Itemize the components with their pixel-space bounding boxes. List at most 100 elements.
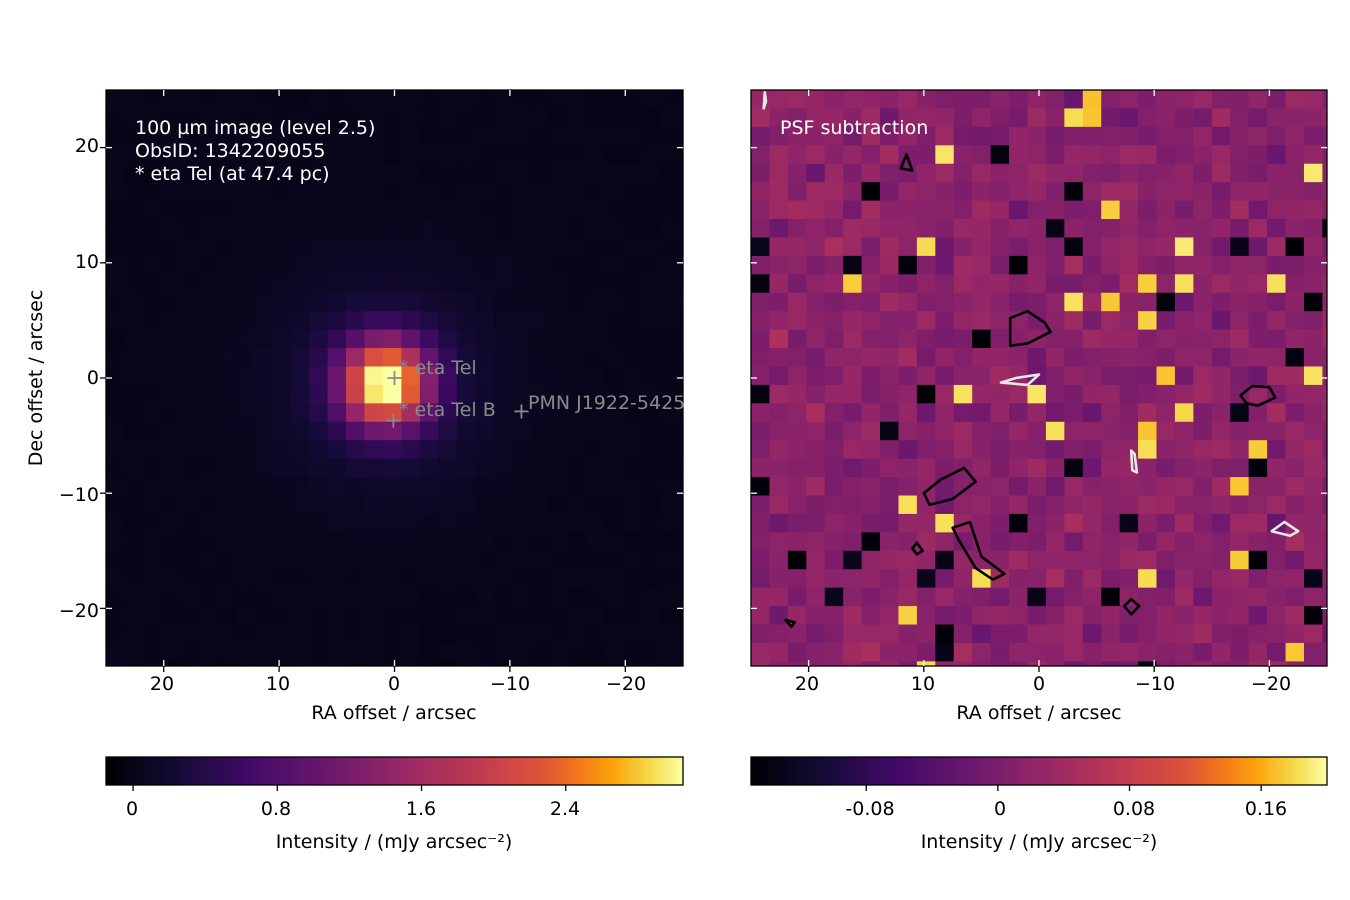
heatmap-cell — [1322, 219, 1328, 238]
heatmap-cell — [419, 513, 439, 533]
heatmap-cell — [382, 163, 402, 183]
heatmap-cell — [824, 624, 844, 644]
heatmap-cell — [787, 329, 807, 349]
heatmap-cell — [124, 292, 144, 312]
heatmap-cell — [1174, 440, 1194, 460]
heatmap-cell — [1064, 458, 1084, 478]
heatmap-cell — [1174, 145, 1194, 165]
heatmap-cell — [124, 606, 144, 626]
heatmap-cell — [1138, 495, 1158, 515]
heatmap-cell — [861, 237, 881, 257]
heatmap-cell — [124, 126, 144, 146]
heatmap-cell — [843, 255, 863, 275]
heatmap-cell — [990, 255, 1010, 275]
heatmap-cell — [787, 126, 807, 146]
heatmap-cell — [880, 366, 899, 386]
heatmap-cell — [1174, 661, 1194, 667]
heatmap-cell — [1101, 274, 1121, 294]
heatmap-cell — [861, 126, 881, 146]
heatmap-cell — [1138, 513, 1158, 533]
heatmap-cell — [898, 661, 918, 667]
heatmap-cell — [787, 513, 807, 533]
heatmap-cell — [916, 384, 936, 404]
heatmap-cell — [309, 182, 329, 202]
heatmap-cell — [419, 495, 439, 515]
heatmap-cell — [1322, 90, 1328, 109]
heatmap-cell — [1027, 495, 1047, 515]
heatmap-cell — [549, 477, 569, 497]
heatmap-cell — [309, 624, 329, 644]
heatmap-cell — [787, 624, 807, 644]
heatmap-cell — [1322, 237, 1328, 257]
heatmap-cell — [659, 532, 679, 552]
heatmap-cell — [567, 624, 587, 644]
heatmap-cell — [678, 642, 684, 662]
heatmap-cell — [916, 477, 936, 497]
heatmap-cell — [824, 421, 844, 441]
heatmap-cell — [1248, 569, 1268, 589]
heatmap-cell — [935, 219, 955, 238]
heatmap-cell — [106, 587, 125, 607]
heatmap-cell — [438, 219, 458, 238]
heatmap-cell — [916, 661, 936, 667]
heatmap-cell — [1064, 384, 1084, 404]
heatmap-cell — [898, 311, 918, 331]
heatmap-cell — [346, 348, 365, 367]
heatmap-cell — [549, 513, 569, 533]
heatmap-cell — [916, 274, 936, 294]
heatmap-cell — [659, 642, 679, 662]
heatmap-cell — [512, 348, 532, 367]
heatmap-cell — [549, 661, 569, 667]
heatmap-cell — [438, 421, 458, 441]
heatmap-cell — [861, 311, 881, 331]
heatmap-cell — [1064, 292, 1084, 312]
right-cbar-tick-label-0p16: 0.16 — [1245, 798, 1287, 820]
heatmap-cell — [1045, 569, 1065, 589]
heatmap-cell — [327, 366, 347, 386]
heatmap-cell — [456, 126, 476, 146]
heatmap-cell — [824, 182, 844, 202]
heatmap-cell — [327, 458, 347, 478]
heatmap-cell — [678, 495, 684, 515]
left-y-axis-label: Dec offset / arcsec — [25, 290, 47, 467]
heatmap-cell — [898, 495, 918, 515]
heatmap-cell — [1045, 255, 1065, 275]
heatmap-cell — [824, 200, 844, 220]
heatmap-cell — [419, 440, 439, 460]
heatmap-cell — [512, 532, 532, 552]
heatmap-cell — [1230, 642, 1250, 662]
heatmap-cell — [475, 550, 495, 570]
heatmap-cell — [1138, 366, 1158, 386]
heatmap-cell — [475, 421, 495, 441]
heatmap-cell — [106, 311, 125, 331]
heatmap-cell — [216, 532, 236, 552]
heatmap-cell — [641, 348, 661, 367]
heatmap-cell — [1174, 458, 1194, 478]
heatmap-cell — [586, 384, 606, 404]
heatmap-cell — [1193, 458, 1213, 478]
heatmap-cell — [641, 311, 661, 331]
heatmap-cell — [1248, 108, 1268, 128]
heatmap-cell — [1009, 458, 1028, 478]
heatmap-cell — [456, 108, 476, 128]
heatmap-cell — [953, 292, 973, 312]
heatmap-cell — [456, 348, 476, 367]
heatmap-cell — [1230, 90, 1250, 109]
heatmap-cell — [530, 163, 550, 183]
heatmap-cell — [475, 513, 495, 533]
heatmap-cell — [824, 274, 844, 294]
heatmap-cell — [290, 569, 310, 589]
heatmap-cell — [1193, 366, 1213, 386]
heatmap-cell — [622, 145, 642, 165]
heatmap-cell — [327, 311, 347, 331]
heatmap-cell — [990, 182, 1010, 202]
heatmap-cell — [641, 403, 661, 423]
heatmap-cell — [1174, 90, 1194, 109]
heatmap-cell — [898, 624, 918, 644]
heatmap-cell — [419, 200, 439, 220]
heatmap-cell — [124, 477, 144, 497]
heatmap-cell — [1174, 477, 1194, 497]
heatmap-cell — [1119, 532, 1139, 552]
heatmap-cell — [916, 126, 936, 146]
heatmap-cell — [567, 513, 587, 533]
